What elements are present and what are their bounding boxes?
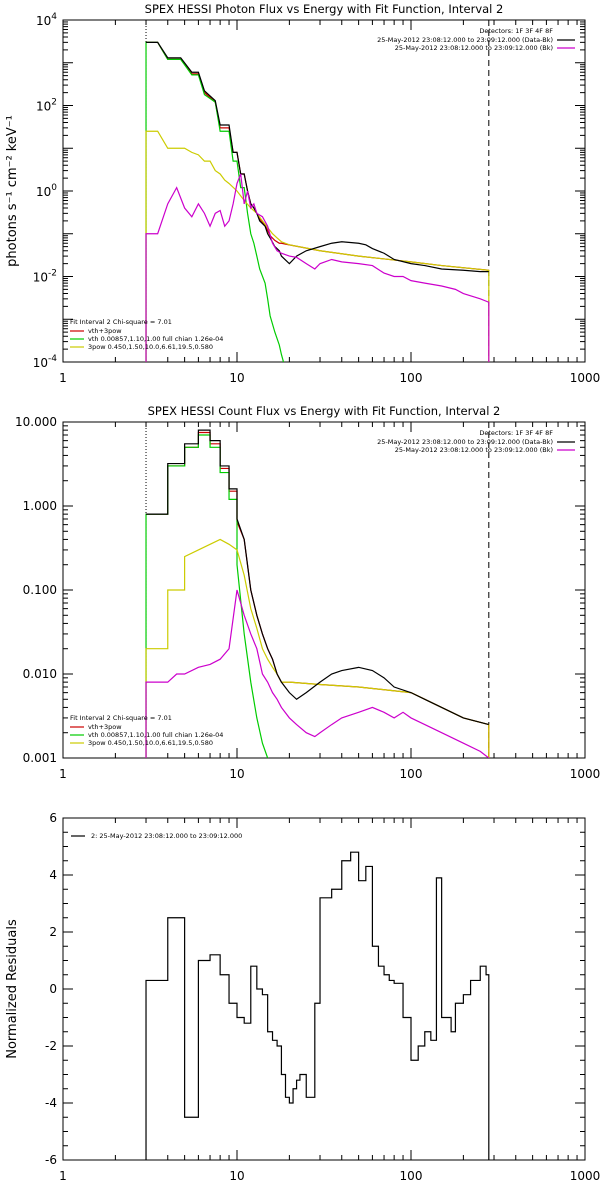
y-tick-label: 100 — [36, 183, 57, 199]
y-tick-label: 0.010 — [23, 667, 57, 681]
chart-panel-1: SPEX HESSI Photon Flux vs Energy with Fi… — [5, 2, 600, 385]
plot-frame — [62, 19, 586, 363]
fit-legend-entry-label: vth+3pow — [88, 723, 122, 731]
legend-title: Detectors: 1F 3F 4F 8F — [479, 429, 553, 437]
x-tick-label: 10 — [229, 1169, 244, 1183]
series-line-1 — [146, 41, 489, 271]
y-tick-label: 6 — [49, 811, 57, 825]
y-tick-label: 10-4 — [33, 354, 58, 370]
y-tick-label: 0.001 — [23, 751, 57, 765]
x-tick-label: 1000 — [570, 1169, 600, 1183]
y-tick-label: 1.000 — [23, 499, 57, 513]
legend-entry-label: 25-May-2012 23:08:12.000 to 23:09:12.000… — [395, 446, 553, 454]
series-line-4 — [146, 41, 489, 273]
fit-legend-entry-label: vth 0.00857,1.10,1.00 full chian 1.26e-0… — [88, 731, 223, 739]
y-tick-label: 0.100 — [23, 583, 57, 597]
plot-frame — [62, 817, 586, 1161]
y-tick-label: 10-2 — [33, 269, 57, 285]
chart-title: SPEX HESSI Photon Flux vs Energy with Fi… — [145, 2, 504, 16]
y-tick-label: 10.000 — [15, 415, 57, 429]
x-tick-label: 100 — [400, 371, 423, 385]
x-tick-label: 1 — [59, 767, 67, 781]
x-tick-label: 100 — [400, 1169, 423, 1183]
y-tick-label: 102 — [36, 98, 57, 114]
fit-legend-entry-label: vth+3pow — [88, 327, 122, 335]
plot-frame — [62, 421, 586, 759]
x-tick-label: 10 — [229, 371, 244, 385]
series-line-3 — [145, 130, 490, 362]
series-line-1 — [145, 851, 490, 1160]
chart-panel-3: Normalized Residuals 1 10 100 1000 -6 -4 -2 0 2 4 6… — [5, 811, 600, 1183]
y-axis-label: Normalized Residuals — [5, 919, 20, 1059]
fit-legend-title: Fit Interval 2 Chi-square = 7.01 — [70, 318, 172, 326]
y-axis-label: photons s⁻¹ cm⁻² keV⁻¹ — [5, 115, 20, 267]
series-line-3 — [145, 538, 490, 758]
x-tick-label: 1 — [59, 1169, 67, 1183]
series-line-5 — [145, 589, 490, 758]
y-tick-label: 2 — [49, 925, 57, 939]
x-tick-label: 1 — [59, 371, 67, 385]
y-tick-label: -6 — [45, 1153, 57, 1167]
chart-panel-2: SPEX HESSI Count Flux vs Energy with Fit… — [15, 404, 600, 781]
x-tick-label: 1000 — [570, 371, 600, 385]
x-tick-label: 100 — [400, 767, 423, 781]
legend-entry-label: 25-May-2012 23:08:12.000 to 23:09:12.000… — [395, 44, 553, 52]
y-tick-label: 0 — [49, 982, 57, 996]
y-tick-label: -4 — [45, 1096, 57, 1110]
series-line-5 — [145, 173, 490, 362]
series-line-2 — [145, 41, 285, 362]
legend-entry-label: 25-May-2012 23:08:12.000 to 23:09:12.000… — [377, 36, 553, 44]
fit-legend-entry-label: 3pow 0.450,1.50,10.0,6.61,19.5,0.580 — [88, 343, 213, 351]
series-line-2 — [145, 434, 269, 758]
fit-legend-title: Fit Interval 2 Chi-square = 7.01 — [70, 714, 172, 722]
x-tick-label: 1000 — [570, 767, 600, 781]
y-tick-label: 104 — [36, 12, 57, 28]
residual-legend-label: 2: 25-May-2012 23:08:12.000 to 23:09:12.… — [91, 832, 242, 840]
series-line-4 — [146, 429, 489, 726]
y-tick-label: 4 — [49, 868, 57, 882]
x-tick-label: 10 — [229, 767, 244, 781]
y-tick-label: -2 — [45, 1039, 57, 1053]
fit-legend-entry-label: 3pow 0.450,1.50,10.0,6.61,19.5,0.580 — [88, 739, 213, 747]
legend-title: Detectors: 1F 3F 4F 8F — [479, 27, 553, 35]
legend-entry-label: 25-May-2012 23:08:12.000 to 23:09:12.000… — [377, 438, 553, 446]
fit-legend-entry-label: vth 0.00857,1.10,1.00 full chian 1.26e-0… — [88, 335, 223, 343]
series-line-1 — [146, 431, 490, 758]
chart-title: SPEX HESSI Count Flux vs Energy with Fit… — [148, 404, 501, 418]
